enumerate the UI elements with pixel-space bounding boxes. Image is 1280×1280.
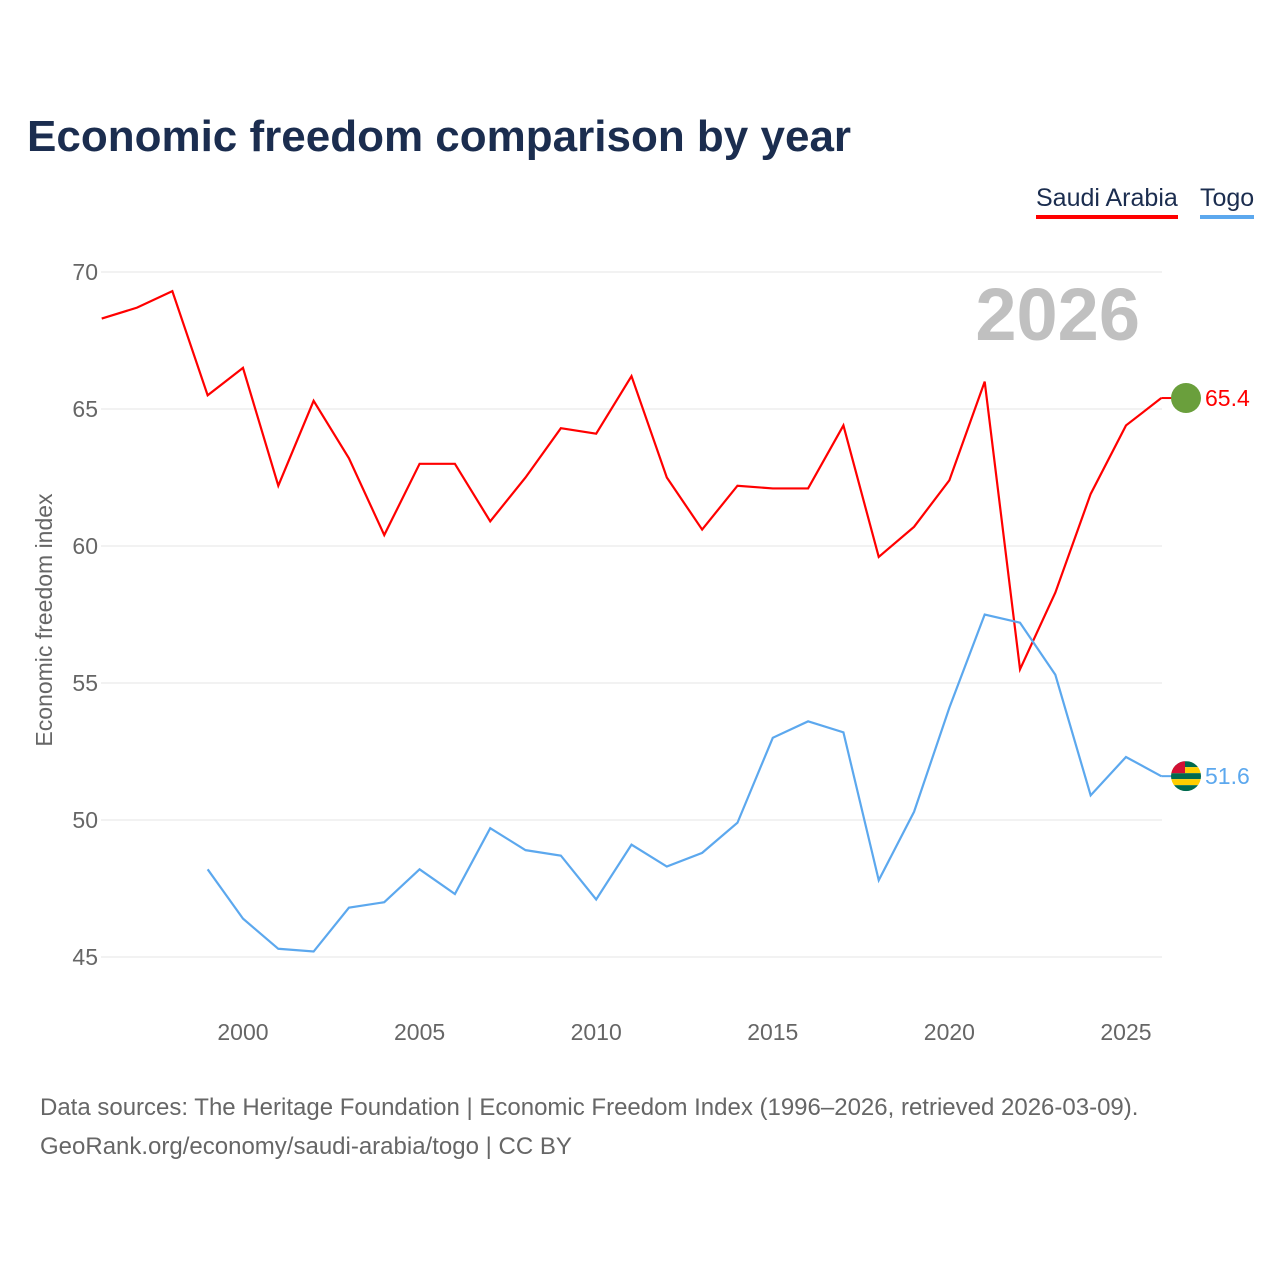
chart-title: Economic freedom comparison by year	[27, 112, 852, 161]
y-tick-label: 50	[72, 807, 98, 833]
x-tick-label: 2005	[394, 1019, 445, 1045]
saudi-flag-icon	[1171, 383, 1201, 414]
y-tick-label: 55	[72, 670, 98, 696]
series-line-togo	[206, 613, 1162, 953]
source-line-1: Data sources: The Heritage Foundation | …	[40, 1094, 1139, 1121]
x-tick-label: 2020	[924, 1019, 975, 1045]
y-tick-label: 45	[72, 944, 98, 970]
source-line-2: GeoRank.org/economy/saudi-arabia/togo | …	[40, 1133, 572, 1160]
end-value-label: 51.6	[1205, 763, 1250, 789]
series-line-saudi-arabia	[101, 289, 1162, 674]
legend-saudi-arabia[interactable]: Saudi Arabia	[1036, 184, 1178, 219]
end-value-label: 65.4	[1205, 385, 1250, 411]
x-tick-label: 2000	[217, 1019, 268, 1045]
y-tick-label: 70	[72, 259, 98, 285]
x-tick-label: 2025	[1100, 1019, 1151, 1045]
source-note: Data sources: The Heritage Foundation | …	[40, 1088, 1138, 1166]
year-label: 2026	[975, 273, 1140, 356]
y-tick-label: 60	[72, 533, 98, 559]
x-tick-label: 2010	[571, 1019, 622, 1045]
y-tick-label: 65	[72, 396, 98, 422]
togo-flag-icon	[1171, 761, 1201, 792]
legend-togo[interactable]: Togo	[1200, 184, 1255, 219]
y-axis-label: Economic freedom index	[31, 493, 57, 747]
x-tick-label: 2015	[747, 1019, 798, 1045]
